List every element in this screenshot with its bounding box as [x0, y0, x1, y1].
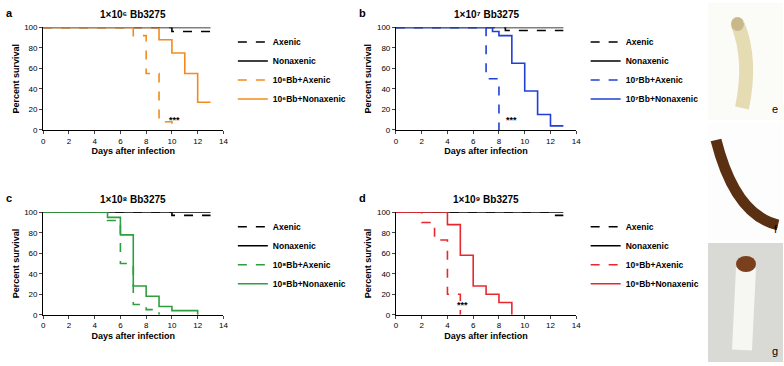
svg-text:14: 14	[572, 137, 581, 146]
svg-text:Percent survival: Percent survival	[11, 44, 21, 114]
svg-text:0: 0	[394, 137, 399, 146]
svg-text:20: 20	[381, 290, 390, 299]
svg-text:0: 0	[33, 311, 38, 320]
svg-text:10⁷Bb+Axenic: 10⁷Bb+Axenic	[626, 75, 683, 85]
svg-text:d: d	[359, 192, 366, 204]
svg-text:60: 60	[29, 249, 38, 258]
svg-text:1×10⁷ Bb3275: 1×10⁷ Bb3275	[454, 9, 519, 20]
svg-text:14: 14	[219, 321, 228, 330]
svg-text:0: 0	[394, 321, 399, 330]
svg-text:0: 0	[41, 321, 46, 330]
svg-text:40: 40	[381, 270, 390, 279]
svg-text:80: 80	[381, 229, 390, 238]
svg-text:40: 40	[381, 85, 390, 94]
svg-text:80: 80	[29, 229, 38, 238]
svg-text:6: 6	[471, 137, 476, 146]
svg-text:2: 2	[419, 321, 424, 330]
svg-text:60: 60	[29, 64, 38, 73]
svg-text:6: 6	[118, 321, 123, 330]
svg-text:12: 12	[546, 321, 555, 330]
svg-text:c: c	[6, 192, 12, 204]
svg-text:8: 8	[497, 321, 502, 330]
svg-text:0: 0	[386, 126, 391, 135]
svg-text:Days after infection: Days after infection	[444, 146, 528, 156]
svg-text:2: 2	[67, 137, 72, 146]
svg-text:8: 8	[144, 321, 149, 330]
svg-text:Nonaxenic: Nonaxenic	[273, 56, 316, 66]
svg-text:10⁹Bb+Axenic: 10⁹Bb+Axenic	[626, 260, 684, 270]
svg-text:10⁸Bb+Nonaxenic: 10⁸Bb+Nonaxenic	[273, 279, 346, 289]
svg-text:80: 80	[29, 44, 38, 53]
svg-text:40: 40	[29, 270, 38, 279]
svg-text:Axenic: Axenic	[626, 222, 654, 232]
svg-text:4: 4	[445, 137, 450, 146]
svg-text:Percent survival: Percent survival	[363, 229, 373, 299]
svg-text:***: ***	[457, 300, 468, 310]
svg-text:Percent survival: Percent survival	[11, 229, 21, 299]
svg-text:***: ***	[506, 115, 517, 125]
svg-text:4: 4	[92, 137, 97, 146]
svg-text:80: 80	[381, 44, 390, 53]
svg-text:100: 100	[377, 208, 391, 217]
svg-text:g: g	[772, 345, 778, 357]
svg-text:10⁶Bb+Axenic: 10⁶Bb+Axenic	[273, 75, 331, 85]
svg-text:Axenic: Axenic	[273, 222, 301, 232]
svg-text:6: 6	[471, 321, 476, 330]
svg-text:8: 8	[144, 137, 149, 146]
svg-text:60: 60	[381, 64, 390, 73]
svg-text:60: 60	[381, 249, 390, 258]
svg-text:12: 12	[193, 137, 202, 146]
svg-text:10: 10	[167, 321, 176, 330]
svg-text:12: 12	[546, 137, 555, 146]
svg-text:Axenic: Axenic	[273, 37, 301, 47]
svg-text:10⁷Bb+Nonaxenic: 10⁷Bb+Nonaxenic	[626, 94, 699, 104]
svg-text:100: 100	[377, 23, 391, 32]
svg-text:40: 40	[29, 85, 38, 94]
svg-text:Nonaxenic: Nonaxenic	[626, 241, 669, 251]
svg-text:0: 0	[33, 126, 38, 135]
svg-text:20: 20	[29, 105, 38, 114]
svg-text:2: 2	[419, 137, 424, 146]
svg-text:e: e	[772, 103, 778, 115]
svg-text:6: 6	[118, 137, 123, 146]
svg-text:Percent survival: Percent survival	[363, 44, 373, 114]
svg-text:0: 0	[41, 137, 46, 146]
svg-text:10: 10	[520, 137, 529, 146]
svg-text:100: 100	[24, 208, 38, 217]
svg-text:10: 10	[167, 137, 176, 146]
svg-text:1×10⁸ Bb3275: 1×10⁸ Bb3275	[100, 194, 166, 205]
svg-text:f: f	[774, 223, 778, 235]
svg-text:8: 8	[497, 137, 502, 146]
svg-text:1×10⁹ Bb3275: 1×10⁹ Bb3275	[453, 194, 519, 205]
svg-text:Nonaxenic: Nonaxenic	[626, 56, 669, 66]
svg-text:4: 4	[92, 321, 97, 330]
svg-text:10⁸Bb+Axenic: 10⁸Bb+Axenic	[273, 260, 331, 270]
svg-text:Days after infection: Days after infection	[92, 146, 176, 156]
svg-text:1×10⁶ Bb3275: 1×10⁶ Bb3275	[100, 9, 166, 20]
svg-text:Axenic: Axenic	[626, 37, 654, 47]
svg-text:20: 20	[381, 105, 390, 114]
svg-text:20: 20	[29, 290, 38, 299]
svg-text:14: 14	[572, 321, 581, 330]
svg-text:Nonaxenic: Nonaxenic	[273, 241, 316, 251]
svg-text:12: 12	[193, 321, 202, 330]
svg-text:***: ***	[169, 115, 180, 125]
svg-text:10⁹Bb+Nonaxenic: 10⁹Bb+Nonaxenic	[626, 279, 699, 289]
svg-text:Days after infection: Days after infection	[444, 331, 528, 341]
svg-text:4: 4	[445, 321, 450, 330]
svg-text:a: a	[6, 7, 13, 19]
svg-text:14: 14	[219, 137, 228, 146]
svg-text:0: 0	[386, 311, 391, 320]
svg-text:10: 10	[520, 321, 529, 330]
svg-text:100: 100	[24, 23, 38, 32]
svg-text:b: b	[359, 7, 366, 19]
svg-text:2: 2	[67, 321, 72, 330]
svg-text:10⁶Bb+Nonaxenic: 10⁶Bb+Nonaxenic	[273, 94, 346, 104]
svg-text:Days after infection: Days after infection	[92, 331, 176, 341]
